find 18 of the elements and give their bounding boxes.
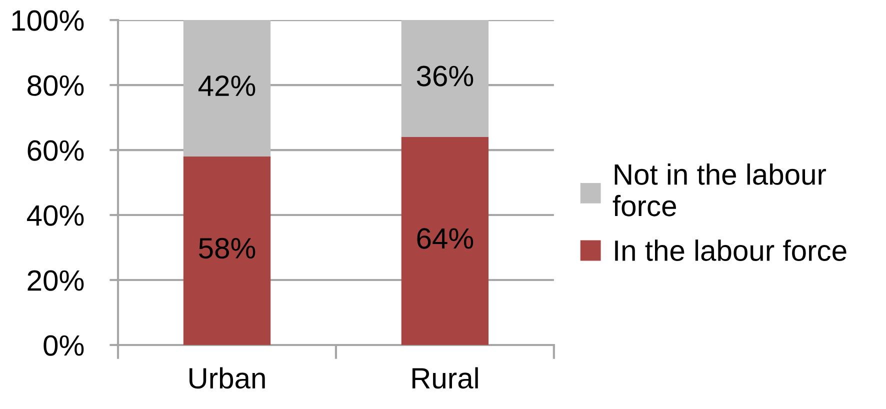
y-tick-label: 0%: [44, 335, 84, 356]
y-tick-label: 20%: [28, 270, 84, 291]
data-label: 64%: [417, 228, 474, 249]
y-tick-label: 60%: [28, 140, 84, 161]
legend-label: In the labour force: [615, 240, 846, 262]
y-tick-label: 80%: [28, 75, 84, 96]
y-tick-label: 40%: [26, 205, 84, 226]
legend-label: Not in the labour force: [612, 163, 826, 216]
bar: [183, 20, 271, 157]
bar: [401, 137, 489, 345]
bar: [401, 20, 489, 138]
data-label: 42%: [198, 75, 256, 96]
data-label: 58%: [198, 238, 256, 259]
data-label: 36%: [416, 66, 474, 86]
x-tick-label: Urban: [190, 367, 265, 389]
y-tick-label: 100%: [12, 10, 84, 31]
bar: [183, 156, 271, 345]
x-tick-label: Rural: [412, 367, 478, 389]
